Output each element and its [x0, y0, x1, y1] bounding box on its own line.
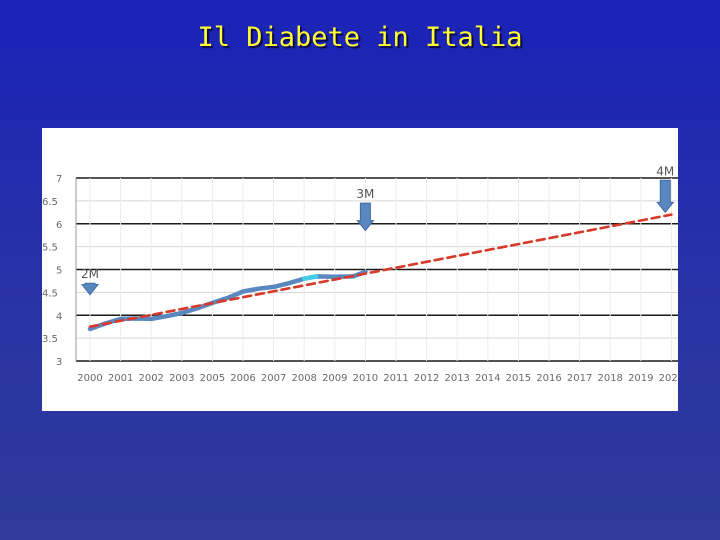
x-tick-label: 2001: [108, 373, 133, 384]
slide-title: Il Diabete in Italia: [197, 22, 523, 53]
data-line-highlight: [301, 274, 319, 281]
x-axis-ticks: 2000 2001 2002 2003 2005 2006 2007 2008 2009 2010…: [77, 373, 678, 384]
y-tick-label: 5: [56, 266, 62, 277]
y-tick-label: 6.5: [42, 197, 58, 208]
series-layer: [87, 213, 673, 332]
annotation-label: 2M: [81, 267, 99, 281]
x-tick-label: 2007: [261, 373, 286, 384]
y-tick-label: 5.5: [42, 243, 58, 254]
x-tick-label: 2010: [353, 373, 378, 384]
y-tick-label: 4: [56, 311, 62, 322]
grid-lines: [75, 177, 678, 362]
x-tick-label: 2014: [475, 373, 500, 384]
x-tick-label: 2018: [597, 373, 622, 384]
arrow-down-icon: [356, 202, 375, 232]
y-tick-label: 4.5: [42, 288, 58, 299]
annotation-arrow: 2M: [80, 267, 100, 296]
x-tick-label: 2020: [659, 373, 678, 384]
arrow-down-icon: [656, 179, 675, 214]
x-tick-label: 2009: [322, 373, 347, 384]
annotation-label: 4M: [656, 164, 674, 178]
x-tick-label: 2000: [77, 373, 102, 384]
y-axis-ticks: 7 6.5 6 5.5 5 4.5 4 3.5 3: [42, 174, 62, 368]
x-tick-label: 2006: [230, 373, 255, 384]
x-tick-label: 2003: [169, 373, 194, 384]
x-tick-label: 2017: [567, 373, 592, 384]
chart-panel: 7 6.5 6 5.5 5 4.5 4 3.5 3 2000 2001 2002 2003 2005 20…: [42, 128, 678, 411]
x-tick-label: 2019: [628, 373, 653, 384]
arrow-down-icon: [80, 282, 100, 296]
x-tick-label: 2013: [444, 373, 469, 384]
y-tick-label: 3.5: [42, 334, 58, 345]
annotation-arrow: 3M: [356, 187, 375, 232]
y-tick-label: 3: [56, 357, 62, 368]
line-chart: 76.565.554.543.53 2000 2001 2002 2003 2005 20…: [42, 164, 678, 384]
annotation-label: 3M: [356, 187, 374, 201]
x-tick-label: 2012: [414, 373, 439, 384]
y-tick-label: 7: [56, 174, 62, 185]
annotations-layer: 2M 3M 4M: [80, 164, 675, 296]
trend-line-overlay: [88, 213, 673, 328]
y-tick-label: 6: [56, 220, 62, 231]
x-tick-label: 2016: [536, 373, 561, 384]
x-tick-label: 2011: [383, 373, 408, 384]
x-tick-label: 2008: [291, 373, 316, 384]
annotation-arrow: 4M: [656, 164, 675, 214]
x-tick-label: 2015: [506, 373, 531, 384]
x-tick-label: 2002: [138, 373, 163, 384]
trend-line: [88, 213, 673, 328]
x-tick-label: 2005: [200, 373, 225, 384]
